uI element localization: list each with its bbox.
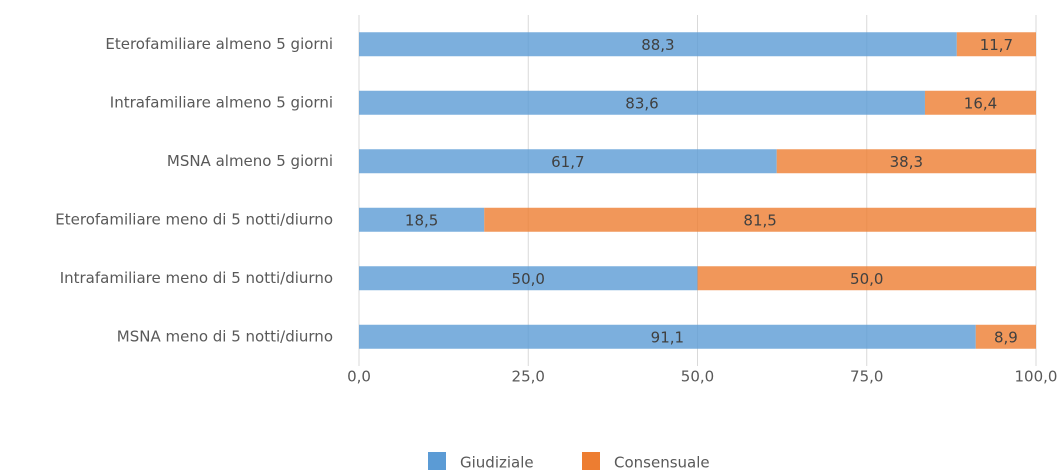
data-label: 88,3 [641,36,674,54]
data-label: 8,9 [994,328,1018,346]
legend-label: Giudiziale [460,454,534,472]
data-label: 83,6 [625,94,658,112]
data-label: 61,7 [551,153,584,171]
bar-segment [359,207,485,232]
category-label: Eterofamiliare almeno 5 giorni [105,35,333,53]
data-label: 11,7 [980,36,1013,54]
data-label: 50,0 [512,270,545,288]
bar-segment [359,324,976,349]
category-label: MSNA meno di 5 notti/diurno [117,327,333,345]
data-label: 91,1 [651,328,684,346]
category-label: MSNA almeno 5 giorni [167,152,333,170]
bar-segment [484,207,1036,232]
data-label: 81,5 [743,211,776,229]
legend-swatch [428,452,446,470]
bar-segment [359,149,777,174]
x-tick-label: 100,0 [1015,368,1058,386]
x-tick-label: 75,0 [850,368,883,386]
bar-segment [359,266,698,291]
legend-label: Consensuale [614,454,710,472]
bar-segment [776,149,1036,174]
category-label: Intrafamiliare meno di 5 notti/diurno [60,269,333,287]
category-label: Eterofamiliare meno di 5 notti/diurno [55,210,333,228]
bar-segment [924,90,1036,115]
data-label: 16,4 [964,94,997,112]
bar-segment [359,32,957,57]
category-label: Intrafamiliare almeno 5 giorni [110,93,333,111]
legend-swatch [582,452,600,470]
x-tick-label: 50,0 [681,368,714,386]
data-label: 18,5 [405,211,438,229]
x-tick-label: 0,0 [347,368,371,386]
data-label: 38,3 [890,153,923,171]
bar-segment [359,90,925,115]
bar-segment [975,324,1036,349]
data-label: 50,0 [850,270,883,288]
bar-segment [956,32,1036,57]
x-tick-label: 25,0 [512,368,545,386]
bar-segment [697,266,1036,291]
